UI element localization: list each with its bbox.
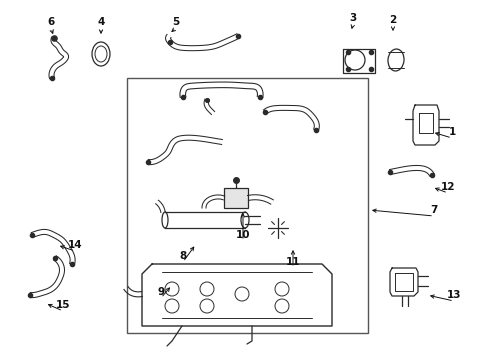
Text: 11: 11 bbox=[285, 257, 300, 267]
Text: 6: 6 bbox=[47, 17, 55, 27]
Text: 13: 13 bbox=[446, 290, 460, 300]
Text: 15: 15 bbox=[56, 300, 70, 310]
Text: 2: 2 bbox=[388, 15, 396, 25]
Text: 14: 14 bbox=[67, 240, 82, 250]
Bar bbox=[127, 78, 367, 333]
Text: 4: 4 bbox=[97, 17, 104, 27]
Text: 10: 10 bbox=[235, 230, 250, 240]
Text: 3: 3 bbox=[348, 13, 356, 23]
Text: 9: 9 bbox=[157, 287, 164, 297]
Text: 7: 7 bbox=[429, 205, 437, 215]
Bar bbox=[224, 188, 247, 208]
Text: 1: 1 bbox=[447, 127, 455, 137]
Text: 5: 5 bbox=[172, 17, 179, 27]
Text: 12: 12 bbox=[440, 182, 454, 192]
Text: 8: 8 bbox=[179, 251, 186, 261]
